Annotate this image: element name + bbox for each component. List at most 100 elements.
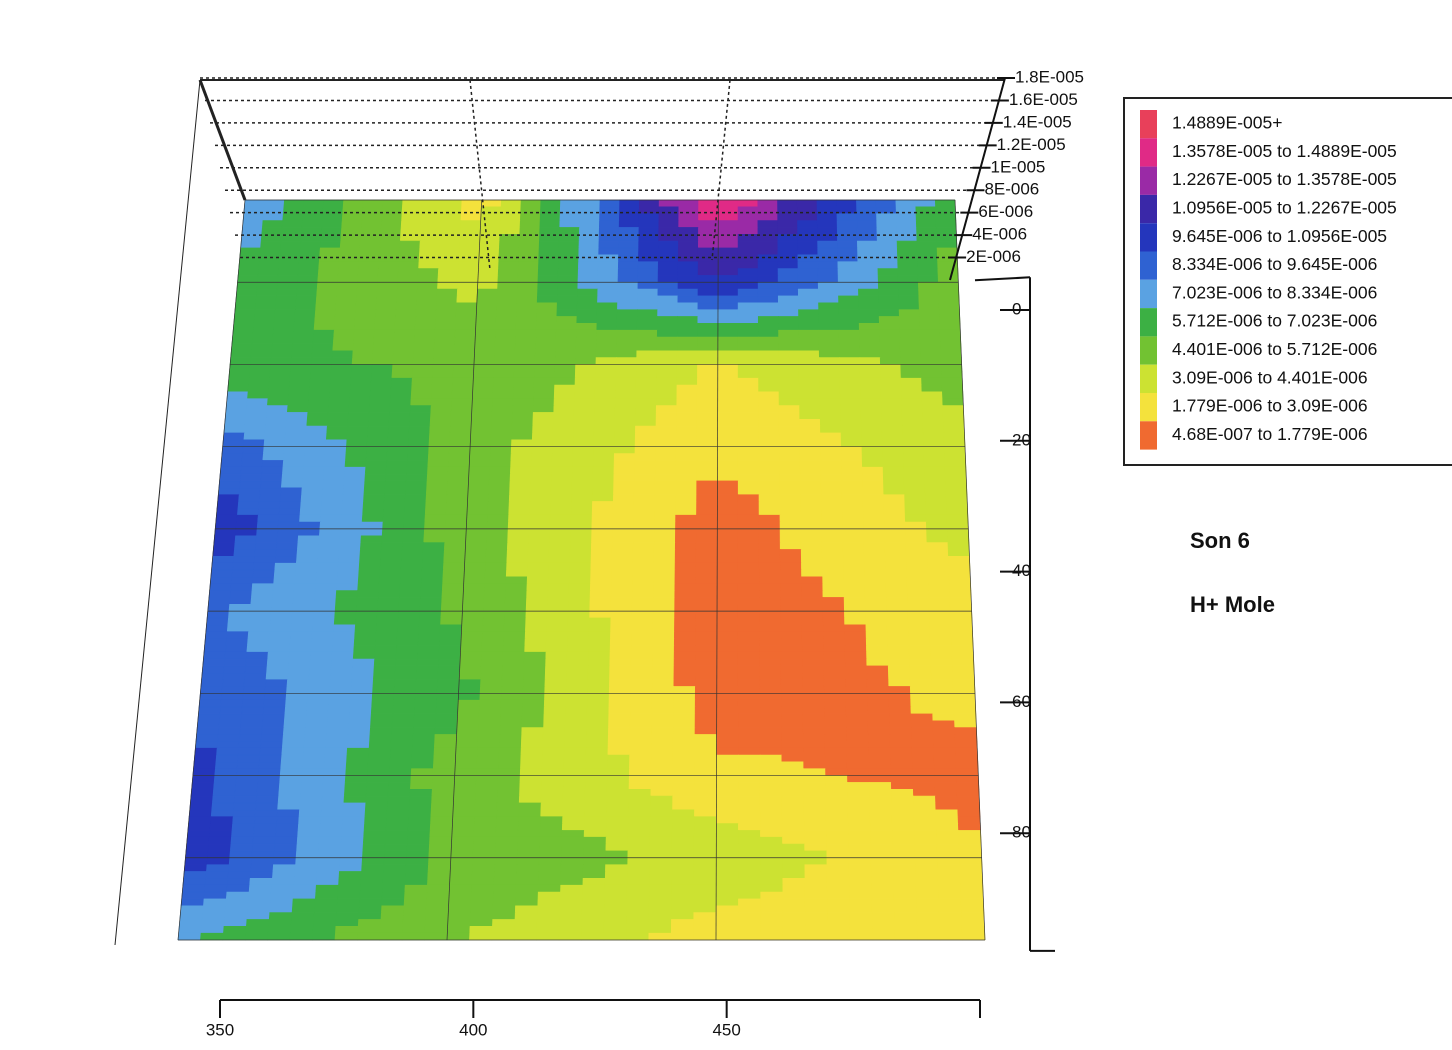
surface-cell	[897, 275, 919, 283]
surface-cell	[936, 843, 960, 852]
surface-cell	[212, 788, 236, 797]
surface-cell	[858, 316, 880, 324]
surface-cell	[367, 432, 389, 441]
surface-cell	[538, 871, 562, 879]
surface-cell	[337, 275, 359, 283]
surface-cell	[516, 302, 538, 310]
surface-cell	[537, 275, 559, 283]
surface-cell	[634, 480, 656, 489]
surface-cell	[921, 398, 944, 406]
surface-cell	[717, 508, 739, 516]
surface-cell	[737, 645, 760, 653]
surface-cell	[626, 898, 650, 907]
surface-cell	[903, 460, 925, 468]
surface-cell	[286, 405, 309, 413]
surface-cell	[494, 336, 517, 345]
legend-swatch	[1140, 138, 1157, 167]
surface-cell	[757, 227, 779, 235]
surface-cell	[390, 747, 413, 756]
legend-label: 1.779E-006 to 3.09E-006	[1172, 396, 1368, 416]
surface-cell	[585, 761, 609, 770]
surface-cell	[961, 912, 985, 920]
surface-cell	[463, 576, 486, 585]
surface-cell	[618, 227, 640, 235]
surface-cell	[251, 590, 274, 598]
surface-cell	[466, 514, 489, 523]
surface-cell	[693, 932, 717, 941]
surface-cell	[717, 268, 739, 276]
surface-cell	[263, 446, 285, 454]
surface-cell	[542, 727, 566, 735]
surface-cell	[447, 480, 469, 489]
surface-cell	[938, 912, 963, 920]
surface-cell	[695, 542, 718, 550]
annotation: Son 6	[1190, 528, 1250, 553]
surface-cell	[573, 425, 595, 434]
surface-cell	[253, 316, 276, 324]
surface-cell	[716, 706, 739, 715]
surface-cell	[859, 364, 881, 372]
surface-cell	[361, 521, 384, 530]
surface-cell	[759, 734, 783, 742]
surface-cell	[637, 281, 659, 290]
surface-cell	[802, 727, 826, 735]
surface-cell	[363, 487, 386, 495]
surface-cell	[820, 446, 842, 454]
surface-cell	[417, 281, 439, 290]
surface-cell	[348, 720, 372, 728]
surface-cell	[613, 453, 636, 461]
surface-cell	[437, 665, 461, 674]
surface-cell	[534, 370, 556, 379]
surface-cell	[716, 597, 739, 605]
surface-cell	[906, 555, 928, 564]
surface-cell	[439, 638, 462, 646]
surface-cell	[820, 453, 842, 461]
surface-cell	[572, 453, 594, 461]
surface-cell	[716, 672, 739, 680]
surface-cell	[758, 542, 781, 550]
surface-cell	[926, 535, 949, 543]
surface-cell	[417, 638, 441, 646]
surface-cell	[651, 734, 674, 742]
surface-cell	[501, 679, 524, 687]
surface-cell	[616, 343, 638, 352]
surface-cell	[800, 508, 822, 516]
surface-cell	[394, 316, 417, 324]
surface-cell	[448, 453, 471, 461]
surface-cell	[510, 446, 533, 454]
surface-cell	[493, 884, 517, 893]
surface-cell	[920, 357, 942, 365]
surface-cell	[916, 227, 937, 235]
surface-cell	[603, 919, 628, 927]
surface-cell	[288, 651, 312, 660]
surface-cell	[467, 487, 490, 495]
surface-cell	[575, 364, 597, 372]
surface-cell	[229, 843, 254, 852]
surface-cell	[413, 720, 436, 728]
surface-cell	[798, 302, 819, 310]
surface-cell	[861, 439, 883, 447]
surface-cell	[738, 713, 761, 722]
surface-cell	[252, 843, 276, 852]
surface-cell	[240, 713, 264, 722]
surface-cell	[961, 905, 985, 913]
surface-cell	[860, 412, 883, 420]
surface-cell	[657, 268, 679, 276]
surface-cell	[579, 220, 600, 228]
surface-cell	[844, 658, 868, 667]
surface-cell	[916, 905, 940, 913]
surface-cell	[537, 281, 559, 290]
surface-cell	[846, 747, 870, 756]
surface-cell	[460, 645, 483, 653]
surface-cell	[716, 535, 739, 543]
surface-cell	[677, 336, 698, 345]
surface-cell	[882, 466, 905, 475]
surface-cell	[570, 514, 593, 523]
surface-cell	[390, 384, 413, 393]
surface-cell	[884, 521, 906, 530]
surface-cell	[421, 562, 444, 571]
surface-cell	[472, 843, 496, 852]
surface-cell	[490, 439, 512, 447]
surface-cell	[648, 912, 672, 920]
surface-cell	[759, 713, 782, 722]
